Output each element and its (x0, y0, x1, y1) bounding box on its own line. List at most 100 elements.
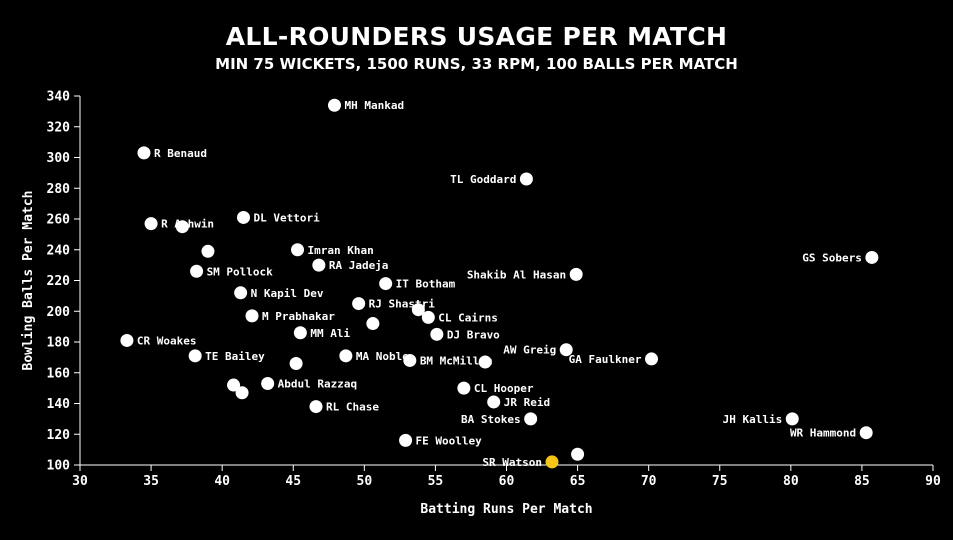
point-label: FE Woolley (416, 434, 483, 447)
data-point (291, 243, 305, 257)
data-point (421, 310, 435, 324)
point-label: GS Sobers (802, 251, 862, 264)
x-tick-label: 50 (357, 474, 373, 489)
y-tick-label: 220 (47, 274, 71, 289)
y-tick-label: 180 (47, 336, 71, 351)
data-point (352, 297, 366, 311)
data-point (478, 355, 492, 369)
data-point (865, 250, 879, 264)
data-point (261, 377, 275, 391)
x-tick-label: 70 (641, 474, 657, 489)
point-label: JH Kallis (723, 413, 783, 426)
data-point (403, 353, 417, 367)
x-tick-label: 30 (72, 474, 88, 489)
chart-title: ALL-ROUNDERS USAGE PER MATCH (225, 22, 728, 51)
point-label: DL Vettori (253, 211, 320, 224)
data-point (645, 352, 659, 366)
y-tick-label: 160 (47, 366, 71, 381)
y-tick-label: 340 (47, 90, 71, 105)
point-label: TE Bailey (205, 350, 265, 363)
x-tick-label: 40 (214, 474, 230, 489)
highlighted-data-point (545, 455, 559, 469)
y-tick-label: 120 (47, 428, 71, 443)
point-label: M Prabhakar (262, 310, 335, 323)
point-label: SM Pollock (207, 265, 274, 278)
data-point (457, 381, 471, 395)
data-point (559, 343, 573, 357)
data-point (524, 412, 538, 426)
data-point (144, 217, 158, 231)
point-label: MA Noble (356, 350, 409, 363)
point-label: MH Mankad (344, 99, 404, 112)
data-point (175, 220, 189, 234)
x-tick-label: 90 (925, 474, 941, 489)
x-tick-label: 75 (712, 474, 728, 489)
point-label: BM McMillan (420, 354, 493, 367)
y-tick-label: 240 (47, 243, 71, 258)
point-label: BA Stokes (461, 413, 521, 426)
point-label: WR Hammond (790, 427, 856, 440)
data-point (137, 146, 151, 160)
data-point (293, 326, 307, 340)
point-label: N Kapil Dev (251, 287, 324, 300)
y-tick-label: 300 (47, 151, 71, 166)
x-tick-label: 85 (854, 474, 870, 489)
y-tick-label: 100 (47, 459, 71, 474)
x-axis-title: Batting Runs Per Match (420, 502, 592, 517)
data-point (289, 357, 303, 371)
data-point (188, 349, 202, 363)
point-label: CL Hooper (474, 382, 534, 395)
point-label: RJ Shastri (369, 298, 436, 311)
chart-subtitle: MIN 75 WICKETS, 1500 RUNS, 33 RPM, 100 B… (215, 55, 738, 73)
point-label: GA Faulkner (569, 353, 642, 366)
point-label: Abdul Razzaq (278, 378, 357, 391)
x-tick-label: 35 (143, 474, 159, 489)
data-point (366, 317, 380, 331)
x-tick-label: 80 (783, 474, 799, 489)
data-point (227, 378, 241, 392)
y-tick-label: 320 (47, 120, 71, 135)
point-label: TL Goddard (450, 173, 516, 186)
y-tick-label: 140 (47, 397, 71, 412)
point-label: RL Chase (326, 401, 379, 414)
data-point (190, 264, 204, 278)
y-tick-label: 200 (47, 305, 71, 320)
data-point (236, 210, 250, 224)
data-point (245, 309, 259, 323)
data-point (235, 386, 249, 400)
point-label: IT Botham (396, 278, 456, 291)
y-tick-label: 260 (47, 213, 71, 228)
data-point (312, 258, 326, 272)
data-point (487, 395, 501, 409)
point-label: RA Jadeja (329, 259, 389, 272)
data-point (859, 426, 873, 440)
x-tick-label: 60 (499, 474, 515, 489)
data-point (785, 412, 799, 426)
data-point (379, 277, 393, 291)
chart-title-block: ALL-ROUNDERS USAGE PER MATCH MIN 75 WICK… (0, 22, 953, 74)
data-point (519, 172, 533, 186)
point-label: JR Reid (504, 396, 550, 409)
point-label: SR Watson (482, 456, 542, 469)
data-point (571, 447, 585, 461)
point-label: Shakib Al Hasan (467, 268, 566, 281)
point-label: CL Cairns (438, 311, 498, 324)
y-axis-title: Bowling Balls Per Match (21, 190, 36, 370)
x-tick-label: 65 (570, 474, 586, 489)
x-tick-label: 55 (428, 474, 444, 489)
axes: 30 35 40 45 50 55 60 65 70 75 80 85 90 100 120 140 160 18… (47, 90, 941, 490)
data-point (339, 349, 353, 363)
point-label: MM Ali (310, 327, 350, 340)
data-point (430, 327, 444, 341)
data-point (234, 286, 248, 300)
point-label: R Benaud (154, 147, 207, 160)
data-point (399, 433, 413, 447)
y-tick-label: 280 (47, 182, 71, 197)
point-label: CR Woakes (137, 334, 197, 347)
data-point (201, 244, 215, 258)
x-tick-label: 45 (285, 474, 301, 489)
data-point (309, 400, 323, 414)
data-point (569, 267, 583, 281)
point-label: DJ Bravo (447, 328, 500, 341)
